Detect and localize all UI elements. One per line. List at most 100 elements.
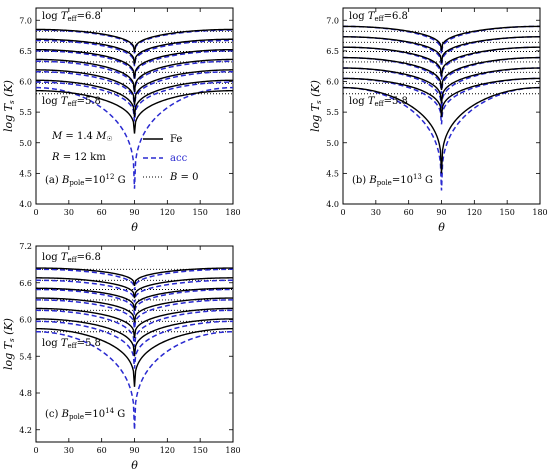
y-tick-label: 4.5 — [19, 169, 32, 178]
series-acc — [36, 279, 233, 303]
legend-acc-label: acc — [170, 153, 188, 164]
series-fe — [36, 89, 233, 134]
panel-a-param-mass: M = 1.4 M☉ — [51, 131, 113, 143]
series-acc — [36, 50, 233, 81]
x-tick-label: 180 — [532, 208, 547, 217]
series-acc — [35, 268, 234, 291]
x-tick-label: 0 — [340, 208, 345, 217]
series-fe — [36, 48, 233, 79]
legend-b0-label: B = 0 — [169, 172, 198, 183]
x-tick-label: 180 — [225, 208, 240, 217]
y-tick-label: 5.0 — [19, 139, 32, 148]
x-tick-label: 120 — [467, 208, 482, 217]
y-tick-label: 7.0 — [326, 16, 339, 25]
series-fe — [36, 307, 233, 338]
series-acc — [36, 331, 233, 430]
y-tick-label: 5.5 — [19, 108, 32, 117]
series-acc — [36, 309, 233, 348]
y-tick-label: 7.0 — [19, 16, 32, 25]
y-tick-label: 6.6 — [19, 279, 32, 288]
panel-a-pole-label: (a) Bpole=1012 G — [45, 173, 126, 187]
series-fe — [36, 287, 233, 311]
y-tick-label: 5.4 — [19, 352, 32, 361]
panel-b-annotation-bottom: log Teff=5.8 — [349, 96, 408, 108]
x-tick-label: 60 — [404, 208, 414, 217]
x-tick-label: 30 — [371, 208, 381, 217]
y-tick-label: 6.0 — [326, 78, 339, 87]
panel-c-series — [35, 267, 234, 430]
series-fe — [36, 38, 233, 65]
panel-b: 0 30 60 90 120 150 180 4.0 4.5 5.0 5.5 6.0 6.5 7.0 lo… — [309, 7, 548, 234]
y-tick-label: 6.5 — [19, 47, 32, 56]
panel-a-ticks: 0 30 60 90 120 150 180 4.0 4.5 5.0 5.5 6.0 6.5 7.0 — [19, 8, 241, 217]
series-fe — [36, 267, 233, 286]
series-fe — [36, 58, 233, 92]
y-tick-label: 4.0 — [326, 200, 339, 209]
series-fe — [343, 56, 540, 91]
x-tick-label: 90 — [129, 208, 139, 217]
x-tick-label: 180 — [225, 446, 240, 455]
panel-a-annotation-bottom: log Teff=5.8 — [42, 96, 101, 108]
x-tick-label: 60 — [97, 446, 107, 455]
series-fe — [36, 28, 233, 53]
panel-c-xlabel: θ — [131, 459, 138, 471]
x-tick-label: 0 — [33, 446, 38, 455]
panel-c: 0 30 60 90 120 150 180 4.2 4.8 5.4 6.0 6.6 7.2 log T… — [2, 242, 241, 471]
series-fe — [36, 318, 233, 357]
panel-a-xlabel: θ — [131, 221, 138, 234]
panel-a: 0 30 60 90 120 150 180 4.0 4.5 5.0 5.5 6.0 6.5 7.0 lo… — [2, 7, 241, 234]
x-tick-label: 150 — [193, 208, 208, 217]
panel-c-pole-label: (c) Bpole=1014 G — [45, 407, 125, 421]
panel-b-ylabel: log Ts (K) — [309, 80, 323, 132]
series-acc — [36, 70, 233, 108]
x-tick-label: 120 — [160, 208, 175, 217]
panel-b-series — [342, 25, 541, 191]
series-fe — [342, 86, 541, 174]
series-fe — [36, 79, 233, 118]
x-tick-label: 90 — [129, 446, 139, 455]
panel-a-series — [35, 28, 234, 189]
y-tick-label: 6.5 — [326, 47, 339, 56]
y-tick-label: 4.8 — [19, 389, 32, 398]
x-tick-label: 150 — [500, 208, 515, 217]
x-tick-label: 0 — [33, 208, 38, 217]
series-acc — [342, 86, 541, 191]
series-acc — [36, 60, 233, 94]
panel-b-xlabel: θ — [438, 221, 445, 234]
series-acc — [36, 39, 233, 67]
x-tick-label: 30 — [64, 446, 74, 455]
y-tick-label: 6.0 — [19, 316, 32, 325]
panel-c-annotation-top: log Teff=6.8 — [42, 252, 101, 264]
panel-a-params: M = 1.4 M☉ R = 12 km (a) Bpole=1012 G — [45, 131, 126, 187]
series-fe — [36, 69, 233, 105]
series-fe — [343, 67, 540, 104]
series-fe — [343, 46, 540, 77]
panel-b-annotation-top: log Teff=6.8 — [349, 11, 408, 23]
x-tick-label: 90 — [436, 208, 446, 217]
y-tick-label: 4.5 — [326, 169, 339, 178]
series-fe — [343, 36, 540, 64]
series-acc — [36, 288, 233, 315]
series-acc — [36, 299, 233, 329]
y-tick-label: 4.0 — [19, 200, 32, 209]
panel-b-pole-label: (b) Bpole=1013 G — [352, 173, 433, 187]
series-fe — [36, 277, 233, 299]
panel-a-ylabel: log Ts (K) — [2, 80, 16, 132]
legend-fe-label: Fe — [170, 134, 182, 145]
y-tick-label: 7.2 — [19, 242, 32, 251]
panel-c-ticks: 0 30 60 90 120 150 180 4.2 4.8 5.4 6.0 6.6 7.2 — [19, 242, 240, 455]
series-fe — [36, 327, 233, 387]
panel-b-ticks: 0 30 60 90 120 150 180 4.0 4.5 5.0 5.5 6.0 6.5 7.0 — [326, 8, 548, 217]
series-fe — [36, 297, 233, 323]
x-tick-label: 60 — [97, 208, 107, 217]
panel-a-legend: Fe acc B = 0 — [143, 134, 198, 183]
series-acc — [36, 320, 233, 369]
y-tick-label: 5.0 — [326, 139, 339, 148]
panel-c-annotation-bottom: log Teff=5.8 — [42, 338, 101, 350]
series-fe — [343, 77, 540, 118]
y-tick-label: 4.2 — [19, 426, 32, 435]
panel-a-annotation-top: log Teff=6.8 — [42, 11, 101, 23]
y-tick-label: 5.5 — [326, 108, 339, 117]
